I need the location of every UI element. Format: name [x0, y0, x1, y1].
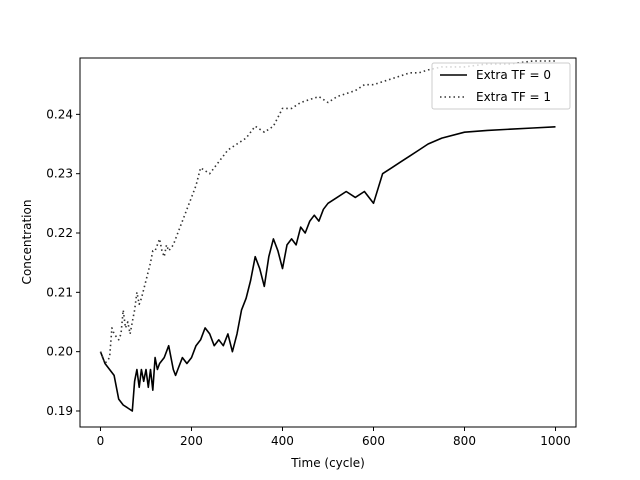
y-axis-label: Concentration: [20, 200, 34, 285]
legend-label-extra-tf-0: Extra TF = 0: [476, 68, 551, 82]
y-tick-label: 0.23: [46, 167, 73, 181]
x-tick-label: 600: [362, 434, 385, 448]
y-tick-label: 0.21: [46, 285, 73, 299]
y-tick-label: 0.20: [46, 345, 73, 359]
y-tick-label: 0.22: [46, 226, 73, 240]
x-tick-label: 0: [97, 434, 105, 448]
x-axis: 0 200 400 600 800 1000: [97, 427, 571, 448]
x-tick-label: 1000: [540, 434, 571, 448]
series-line-extra-tf-0: [99, 126, 556, 412]
y-tick-label: 0.24: [46, 107, 73, 121]
y-axis: 0.19 0.20 0.21 0.22 0.23 0.24: [46, 107, 80, 418]
x-axis-label: Time (cycle): [290, 456, 365, 470]
series-layer: [99, 60, 556, 412]
x-tick-label: 800: [453, 434, 476, 448]
y-tick-label: 0.19: [46, 404, 73, 418]
legend-label-extra-tf-1: Extra TF = 1: [476, 90, 551, 104]
x-tick-label: 200: [180, 434, 203, 448]
x-tick-label: 400: [271, 434, 294, 448]
plot-frame: [79, 57, 577, 428]
legend: Extra TF = 0 Extra TF = 1: [431, 62, 571, 110]
